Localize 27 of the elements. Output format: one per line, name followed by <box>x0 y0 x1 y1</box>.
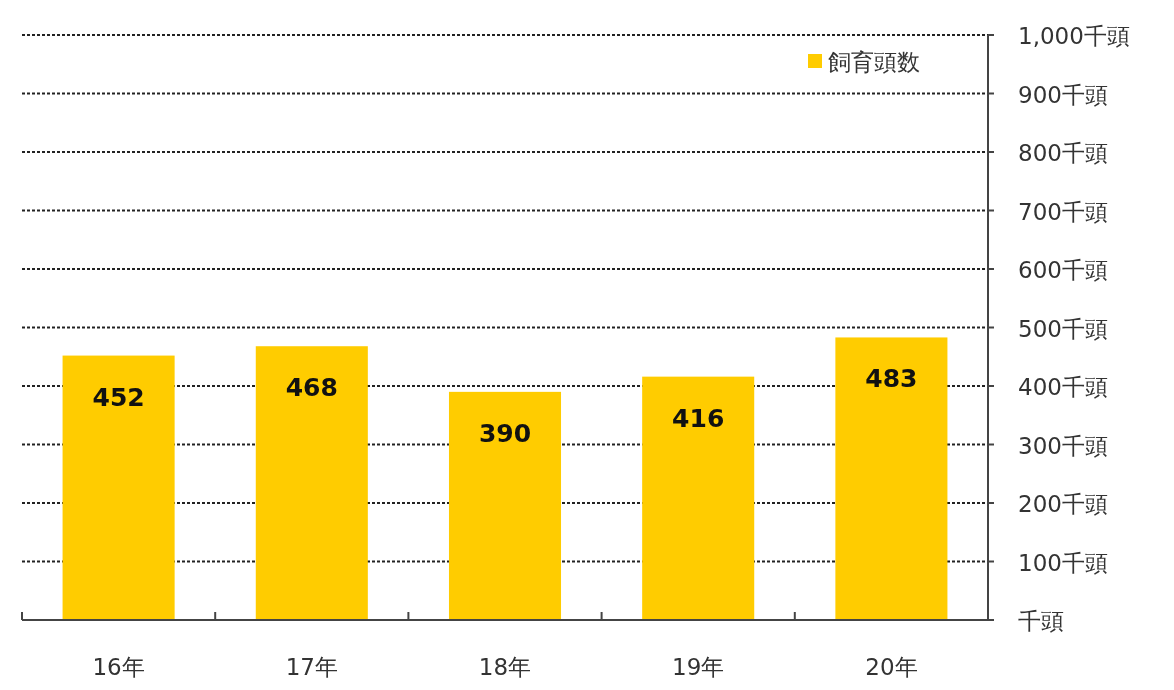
y-tick-label: 1,000千頭 <box>1018 23 1130 49</box>
x-tick-label: 19年 <box>672 654 725 680</box>
bar <box>835 337 948 620</box>
y-tick-label: 200千頭 <box>1018 491 1108 517</box>
bar <box>448 391 562 620</box>
x-tick-label: 16年 <box>92 654 145 680</box>
data-label: 483 <box>865 364 918 394</box>
y-tick-label: 900千頭 <box>1018 81 1108 108</box>
bar <box>642 376 755 620</box>
y-tick-label: 300千頭 <box>1018 432 1108 459</box>
y-tick-label: 500千頭 <box>1018 315 1108 342</box>
y-tick-label: 600千頭 <box>1018 257 1108 283</box>
data-label: 468 <box>285 373 338 403</box>
bar <box>62 355 175 620</box>
x-tick-label: 17年 <box>285 654 338 680</box>
x-tick-label: 20年 <box>865 654 918 680</box>
y-tick-label: 800千頭 <box>1018 140 1108 166</box>
y-tick-label: 400千頭 <box>1018 374 1108 400</box>
data-label: 452 <box>92 382 145 412</box>
data-label: 416 <box>672 403 725 433</box>
x-tick-label: 18年 <box>478 654 532 680</box>
y-tick-label: 100千頭 <box>1018 549 1108 576</box>
y-tick-label: 700千頭 <box>1018 198 1108 225</box>
bar <box>255 346 368 620</box>
legend-label: 飼育頭数 <box>828 49 920 75</box>
y-tick-label: 千頭 <box>1018 608 1064 634</box>
data-label: 390 <box>478 418 532 448</box>
